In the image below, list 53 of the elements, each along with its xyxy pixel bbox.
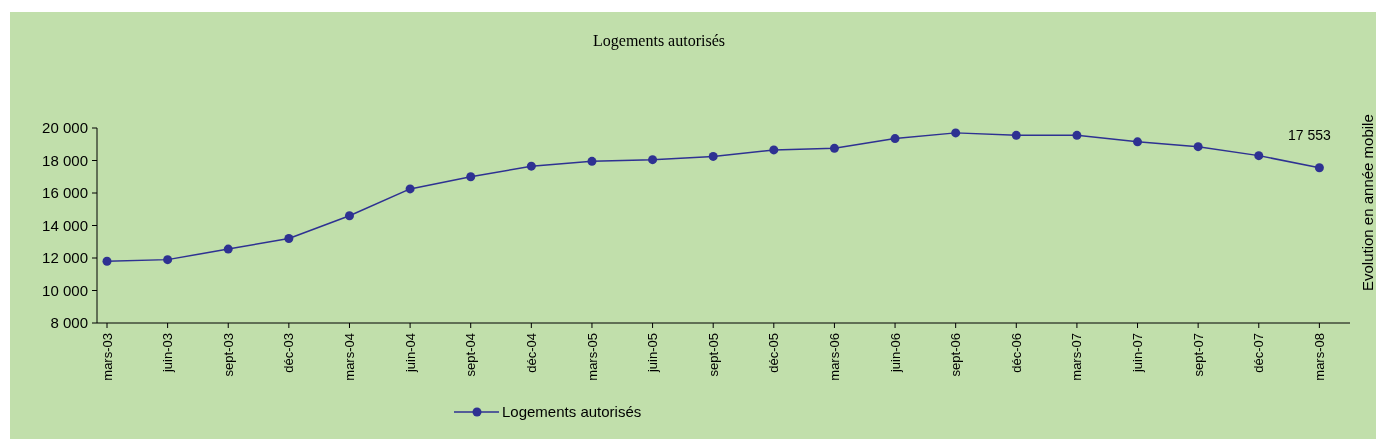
data-label: 17 553 (1287, 126, 1332, 143)
y-tick-label: 20 000 (42, 119, 88, 137)
point (223, 244, 233, 254)
point (587, 156, 597, 166)
x-tick-label: sept-03 (220, 333, 236, 377)
x-tick-label: mars-03 (99, 333, 115, 381)
point (648, 155, 658, 165)
x-tick-label: juin-04 (402, 333, 418, 374)
x-tick-label: déc-06 (1008, 333, 1024, 373)
x-tick-label: déc-03 (281, 333, 297, 373)
text: Evolution en année mobile (1359, 114, 1376, 291)
x-tick-label: mars-06 (826, 333, 842, 381)
point (951, 128, 961, 138)
point (1133, 137, 1143, 147)
chart-title: Logements autorisés (593, 32, 725, 50)
point (284, 234, 294, 243)
point (1072, 130, 1082, 140)
point (769, 145, 779, 155)
x-tick-label: déc-07 (1251, 333, 1267, 373)
point (163, 255, 173, 265)
x-tick-label: mars-04 (342, 333, 358, 381)
y-tick-label: 8 000 (50, 314, 88, 332)
point (466, 172, 476, 182)
x-tick-label: mars-05 (584, 333, 600, 381)
legend-label: Logements autorisés (502, 403, 642, 421)
point (708, 151, 718, 161)
point (1193, 142, 1203, 152)
point (344, 211, 354, 221)
x-tick-label: sept-07 (1190, 333, 1206, 377)
point (405, 184, 415, 194)
point (1011, 130, 1021, 140)
point (1314, 163, 1324, 173)
x-tick-label: déc-05 (766, 333, 782, 373)
x-tick-label: déc-04 (523, 333, 539, 373)
x-tick-label: mars-08 (1311, 333, 1327, 381)
x-tick-label: mars-07 (1069, 333, 1085, 381)
y-tick-label: 14 000 (42, 216, 88, 234)
point (890, 134, 900, 144)
point (829, 143, 839, 153)
point (102, 256, 112, 266)
y-tick-label: 16 000 (42, 184, 88, 202)
point (526, 161, 536, 171)
y-tick-label: 12 000 (42, 249, 88, 267)
point (1254, 151, 1264, 161)
x-tick-label: juin-05 (645, 333, 661, 374)
y-tick-label: 10 000 (42, 281, 88, 299)
x-tick-label: juin-03 (160, 333, 176, 374)
x-tick-label: juin-06 (887, 333, 903, 374)
x-tick-label: sept-04 (463, 333, 479, 377)
x-tick-label: sept-05 (705, 333, 721, 377)
x-tick-label: sept-06 (948, 333, 964, 377)
x-tick-label: juin-07 (1130, 333, 1146, 374)
y-tick-label: 18 000 (42, 151, 88, 169)
